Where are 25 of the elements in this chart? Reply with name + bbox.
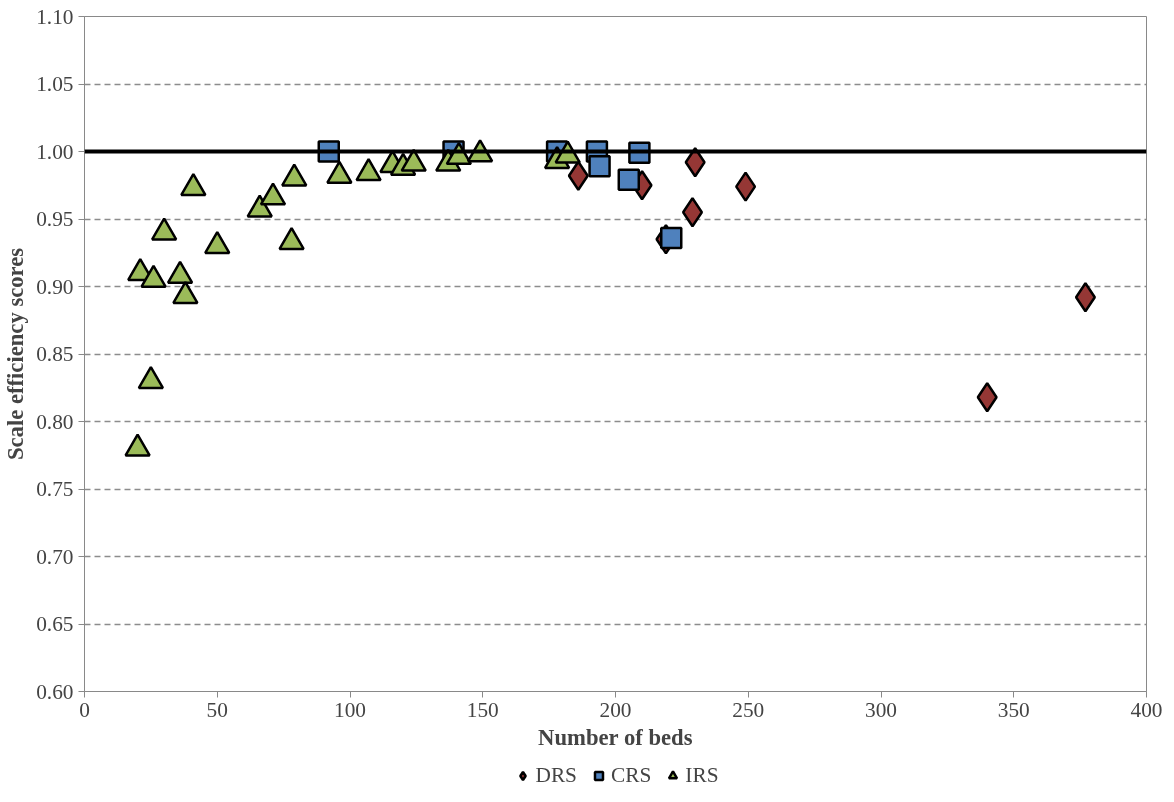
y-tick-label: 1.05 [36,72,74,96]
y-tick-label: 0.85 [36,342,74,366]
x-tick-label: 150 [466,697,499,722]
y-axis-title: Scale efficiency scores [3,247,29,461]
y-tick-label: 0.75 [36,477,74,501]
y-tick-label: 0.95 [36,207,74,231]
x-tick-label: 200 [599,697,632,722]
y-tick-label: 0.80 [36,409,74,434]
x-tick-label: 50 [206,697,228,722]
y-tick-label: 1.10 [36,4,74,29]
y-tick-label: 0.60 [36,679,74,704]
x-tick-label: 350 [997,697,1030,722]
x-tick-label: 400 [1130,697,1163,722]
legend-label: DRS [535,762,577,788]
x-tick-label: 300 [865,697,897,722]
x-tick-label: 100 [334,697,366,722]
x-tick-label: 250 [732,697,765,722]
legend-label: IRS [685,762,719,788]
x-tick-label: 0 [79,697,90,722]
y-tick-label: 0.70 [36,544,74,569]
legend-label: CRS [610,762,652,788]
y-tick-label: 0.90 [36,274,74,299]
y-tick-label: 1.00 [36,139,74,164]
x-axis-title: Number of beds [538,724,693,750]
y-tick-label: 0.65 [36,612,74,636]
